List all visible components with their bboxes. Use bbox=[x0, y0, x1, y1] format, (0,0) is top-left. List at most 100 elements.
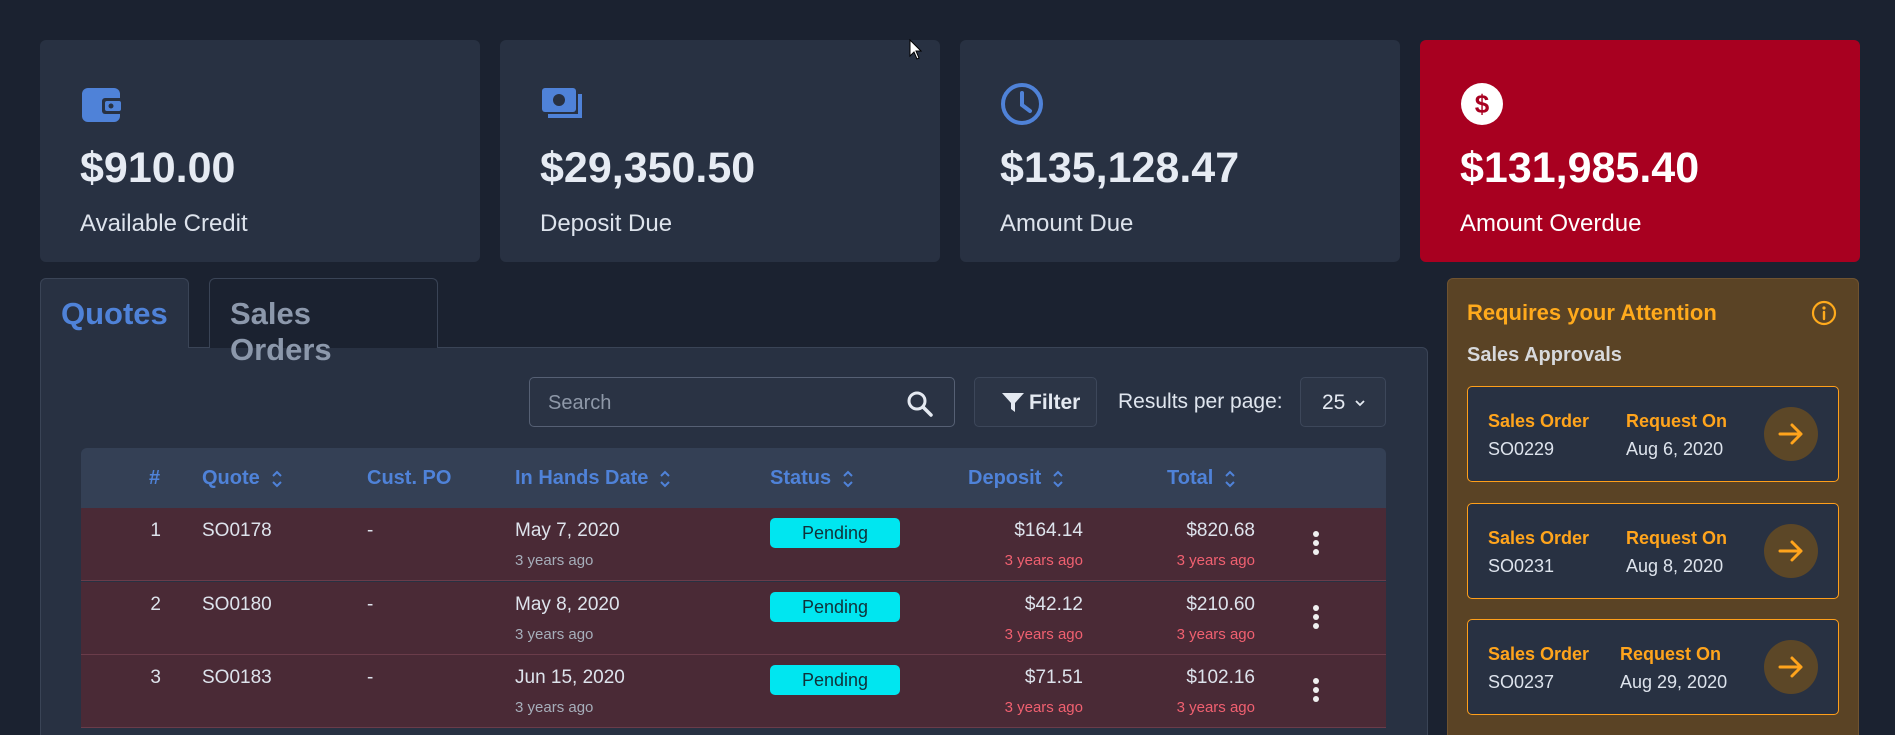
quote-id[interactable]: SO0178 bbox=[202, 520, 272, 541]
in-hands-date-ago: 3 years ago bbox=[515, 699, 594, 716]
search-box bbox=[529, 377, 955, 427]
attention-title: Requires your Attention bbox=[1467, 300, 1717, 325]
request-on-header: Request On bbox=[1620, 644, 1722, 664]
info-icon[interactable] bbox=[1811, 300, 1837, 326]
col-cust-po: Cust. PO bbox=[367, 467, 452, 489]
request-on-date: Aug 6, 2020 bbox=[1626, 439, 1724, 459]
row-number: 2 bbox=[150, 594, 161, 615]
mouse-cursor-icon bbox=[909, 39, 923, 60]
amount-due-card: $135,128.47 Amount Due bbox=[960, 40, 1400, 262]
search-input[interactable] bbox=[548, 390, 888, 416]
filter-label: Filter bbox=[1029, 391, 1081, 414]
sales-order-header: Sales Order bbox=[1488, 644, 1590, 664]
cust-po: - bbox=[367, 667, 374, 688]
clock-icon bbox=[1001, 83, 1043, 125]
in-hands-date: May 7, 2020 bbox=[515, 520, 620, 541]
chevron-down-icon bbox=[1355, 400, 1365, 407]
total-ago: 3 years ago bbox=[1176, 626, 1255, 643]
tab-quotes[interactable]: Quotes bbox=[40, 278, 189, 348]
arrow-right-icon bbox=[1778, 540, 1803, 562]
sales-order-id: SO0237 bbox=[1488, 672, 1555, 692]
row-number: 1 bbox=[150, 520, 161, 541]
request-on-date: Aug 29, 2020 bbox=[1620, 672, 1728, 692]
available-credit-amount: $910.00 bbox=[80, 144, 236, 192]
sales-order-header: Sales Order bbox=[1488, 528, 1590, 548]
available-credit-label: Available Credit bbox=[80, 210, 248, 237]
col-deposit[interactable]: Deposit bbox=[968, 467, 1065, 490]
col-status-label: Status bbox=[770, 467, 832, 489]
tab-sales-orders[interactable]: Sales Orders bbox=[209, 278, 438, 367]
sales-order-id: SO0231 bbox=[1488, 556, 1555, 576]
sales-order-id: SO0229 bbox=[1488, 439, 1555, 459]
sort-icon[interactable] bbox=[658, 468, 672, 490]
more-options-icon[interactable] bbox=[1311, 530, 1321, 556]
col-quote-label: Quote bbox=[202, 467, 260, 489]
open-approval-button[interactable] bbox=[1764, 407, 1818, 461]
sales-order-header: Sales Order bbox=[1488, 411, 1590, 431]
col-number: # bbox=[149, 467, 161, 489]
table-row[interactable]: 1 SO0178 - May 7, 2020 3 years ago Pendi… bbox=[81, 508, 1386, 581]
in-hands-date-ago: 3 years ago bbox=[515, 552, 594, 569]
deposit-amount: $42.12 bbox=[1024, 594, 1083, 615]
request-on-header: Request On bbox=[1626, 528, 1728, 548]
more-options-icon[interactable] bbox=[1311, 677, 1321, 703]
sales-approvals-heading: Sales Approvals bbox=[1467, 344, 1622, 366]
table-row[interactable]: 2 SO0180 - May 8, 2020 3 years ago Pendi… bbox=[81, 582, 1386, 655]
cust-po: - bbox=[367, 594, 374, 615]
quote-id[interactable]: SO0180 bbox=[202, 594, 272, 615]
deposit-amount: $164.14 bbox=[1014, 520, 1083, 541]
filter-button[interactable]: Filter bbox=[974, 377, 1097, 427]
total-amount: $210.60 bbox=[1186, 594, 1255, 615]
deposit-due-label: Deposit Due bbox=[540, 210, 673, 237]
in-hands-date: May 8, 2020 bbox=[515, 594, 620, 615]
approval-card[interactable]: Sales Order SO0237 Request On Aug 29, 20… bbox=[1467, 619, 1839, 715]
col-total[interactable]: Total bbox=[1167, 467, 1237, 490]
deposit-ago: 3 years ago bbox=[1004, 699, 1083, 716]
request-on-date: Aug 8, 2020 bbox=[1626, 556, 1724, 576]
table-row[interactable]: 3 SO0183 - Jun 15, 2020 3 years ago Pend… bbox=[81, 655, 1386, 728]
status-badge: Pending bbox=[770, 665, 900, 695]
quote-id[interactable]: SO0183 bbox=[202, 667, 272, 688]
filter-icon bbox=[1002, 393, 1024, 412]
results-per-page-select[interactable]: 25 bbox=[1300, 377, 1386, 427]
col-deposit-label: Deposit bbox=[968, 467, 1042, 489]
money-bill-icon bbox=[542, 88, 582, 118]
col-quote[interactable]: Quote bbox=[202, 467, 284, 490]
approval-card[interactable]: Sales Order SO0229 Request On Aug 6, 202… bbox=[1467, 386, 1839, 482]
in-hands-date-ago: 3 years ago bbox=[515, 626, 594, 643]
wallet-icon bbox=[82, 88, 124, 122]
table-header: # Quote Cust. PO In Hands Date Status De… bbox=[81, 448, 1386, 508]
deposit-due-card: $29,350.50 Deposit Due bbox=[500, 40, 940, 262]
row-number: 3 bbox=[150, 667, 161, 688]
col-in-hands-date[interactable]: In Hands Date bbox=[515, 467, 672, 490]
in-hands-date: Jun 15, 2020 bbox=[515, 667, 625, 688]
total-amount: $820.68 bbox=[1186, 520, 1255, 541]
amount-due-amount: $135,128.47 bbox=[1000, 144, 1240, 192]
more-options-icon[interactable] bbox=[1311, 604, 1321, 630]
dollar-circle-icon: $ bbox=[1461, 83, 1503, 125]
sort-icon[interactable] bbox=[270, 468, 284, 490]
amount-overdue-card: $ $131,985.40 Amount Overdue bbox=[1420, 40, 1860, 262]
total-ago: 3 years ago bbox=[1176, 552, 1255, 569]
results-per-page-value: 25 bbox=[1322, 391, 1346, 414]
deposit-amount: $71.51 bbox=[1024, 667, 1083, 688]
total-amount: $102.16 bbox=[1186, 667, 1255, 688]
sort-icon[interactable] bbox=[841, 468, 855, 490]
sort-icon[interactable] bbox=[1051, 468, 1065, 490]
results-per-page-label: Results per page: bbox=[1118, 390, 1283, 413]
request-on-header: Request On bbox=[1626, 411, 1728, 431]
cust-po: - bbox=[367, 520, 374, 541]
sort-icon[interactable] bbox=[1223, 468, 1237, 490]
arrow-right-icon bbox=[1778, 656, 1803, 678]
status-badge: Pending bbox=[770, 592, 900, 622]
total-ago: 3 years ago bbox=[1176, 699, 1255, 716]
arrow-right-icon bbox=[1778, 423, 1803, 445]
approval-card[interactable]: Sales Order SO0231 Request On Aug 8, 202… bbox=[1467, 503, 1839, 599]
open-approval-button[interactable] bbox=[1764, 524, 1818, 578]
search-icon[interactable] bbox=[906, 390, 934, 418]
col-total-label: Total bbox=[1167, 467, 1214, 489]
col-status[interactable]: Status bbox=[770, 467, 855, 490]
deposit-ago: 3 years ago bbox=[1004, 626, 1083, 643]
open-approval-button[interactable] bbox=[1764, 640, 1818, 694]
deposit-ago: 3 years ago bbox=[1004, 552, 1083, 569]
